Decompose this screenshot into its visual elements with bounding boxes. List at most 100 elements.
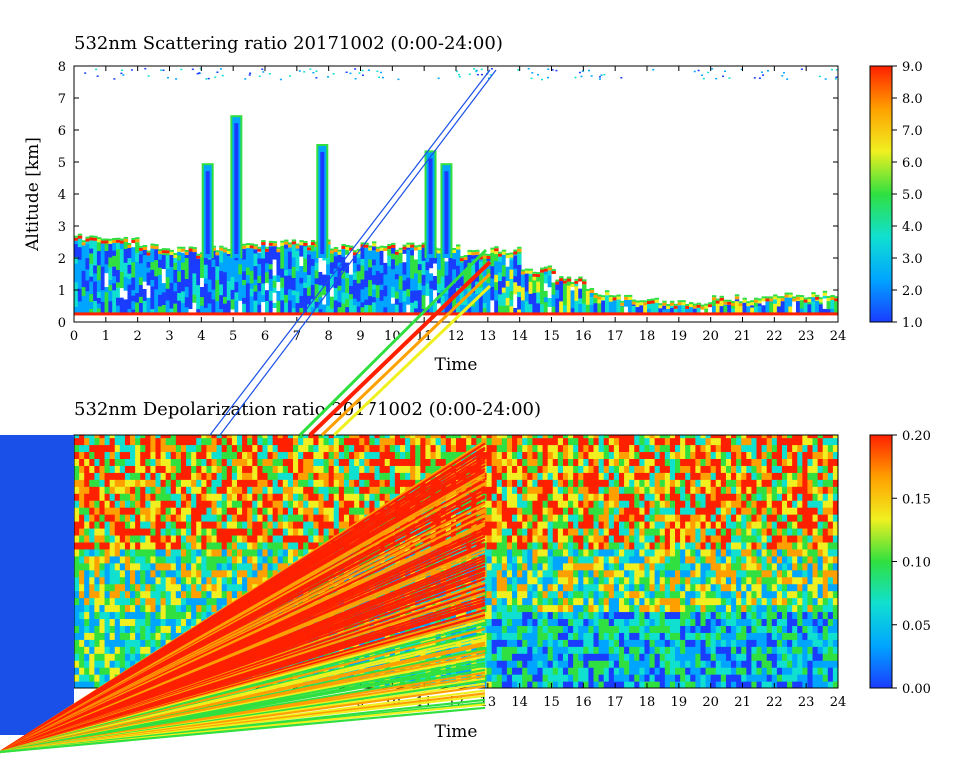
depolarization-cell (440, 555, 447, 564)
scattering-cell (222, 271, 228, 287)
depolarization-cell (89, 465, 95, 473)
scattering-cell (429, 254, 434, 269)
depolarization-cell (506, 507, 513, 515)
plume-core (205, 171, 210, 254)
depolarization-cell (338, 451, 345, 460)
depolarization-cell (114, 521, 121, 529)
depolarization-cell (343, 444, 350, 453)
depolarization-cell (527, 674, 533, 682)
cloud-top-edge (337, 251, 342, 255)
depolarization-cell (384, 437, 391, 446)
depolarization-cell (349, 521, 355, 529)
depolarization-cell (236, 479, 243, 487)
x-tick-label: 8 (325, 329, 333, 344)
scattering-cell (326, 244, 331, 256)
scattering-cell (119, 302, 125, 315)
depolarization-cell (104, 583, 111, 592)
depolarization-cell (272, 527, 279, 536)
depolarization-cell (522, 507, 528, 515)
scattering-cell (566, 308, 572, 315)
depolarization-cell (522, 646, 528, 654)
scattering-cell (291, 277, 297, 291)
depolarization-cell (277, 451, 284, 460)
scattering-cell (188, 295, 194, 310)
scattering-cell (379, 264, 385, 274)
scattering-cell (391, 253, 396, 260)
depolarization-cell (165, 632, 172, 640)
noise-speck (652, 68, 655, 71)
depolarization-cell (374, 451, 381, 460)
depolarization-cell (170, 555, 177, 564)
scattering-cell (452, 307, 457, 315)
scattering-cell (540, 303, 545, 315)
scattering-cell (112, 250, 117, 256)
depolarization-cell (145, 437, 151, 446)
depolarization-cell (130, 632, 136, 640)
depolarization-cell (160, 555, 167, 564)
scattering-cell (482, 281, 488, 295)
depolarization-cell (267, 465, 274, 473)
depolarization-cell (165, 527, 172, 536)
depolarization-cell (124, 451, 131, 460)
depolarization-cell (257, 548, 264, 557)
noise-speck (722, 75, 725, 78)
depolarization-cell (236, 576, 243, 585)
depolarization-cell (481, 507, 488, 515)
scattering-cell (169, 294, 174, 309)
scattering-cell (169, 257, 174, 267)
cloud-top-edge-outer (711, 295, 717, 298)
depolarization-cell (231, 583, 238, 592)
depolarization-cell (211, 507, 218, 515)
depolarization-cell (430, 479, 437, 487)
scattering-cell (582, 291, 587, 304)
depolarization-cell (140, 625, 146, 633)
scattering-cell (135, 261, 140, 276)
depolarization-cell (84, 444, 90, 453)
depolarization-cell (124, 590, 131, 599)
depolarization-cell (124, 435, 131, 439)
depolarization-cell (135, 653, 141, 661)
depolarization-cell (512, 681, 518, 688)
colorbar-tick-label: 2.0 (902, 284, 923, 299)
scattering-cell (551, 306, 556, 315)
depolarization-cell (74, 514, 80, 522)
depolarization-cell (496, 465, 503, 473)
depolarization-cell (496, 534, 503, 543)
scattering-cell (226, 299, 232, 315)
depolarization-cell (145, 458, 151, 466)
depolarization-cell (461, 435, 467, 439)
depolarization-cell (135, 604, 141, 613)
noise-speck (541, 78, 544, 81)
scattering-cell (150, 254, 155, 263)
scattering-cell (158, 259, 163, 268)
depolarization-cell (517, 555, 523, 564)
depolarization-cell (349, 500, 355, 508)
depolarization-cell (384, 632, 391, 640)
depolarization-cell (471, 435, 477, 439)
cloud-top-edge (368, 247, 373, 251)
scattering-cell (413, 307, 419, 315)
depolarization-cell (145, 493, 151, 501)
depolarization-cell (389, 437, 396, 446)
cloud-top-edge-outer (116, 237, 121, 240)
scattering-cell (150, 308, 155, 315)
scattering-cell (440, 276, 446, 290)
scattering-cell (425, 282, 430, 296)
cloud-top-edge-outer (108, 238, 113, 241)
depolarization-cell (130, 435, 136, 439)
depolarization-cell (308, 514, 314, 522)
scattering-cell (585, 293, 591, 297)
depolarization-cell (124, 521, 131, 529)
scattering-cell (776, 305, 782, 315)
depolarization-cell (160, 514, 167, 522)
cloud-top-edge-outer (753, 297, 759, 300)
depolarization-cell (84, 667, 90, 675)
depolarization-cell (242, 486, 248, 494)
scattering-cell (268, 252, 274, 265)
scattering-cell (826, 301, 831, 310)
scattering-cell (230, 298, 236, 310)
scattering-cell (723, 305, 728, 315)
scattering-cell (436, 258, 442, 270)
depolarization-cell (135, 541, 141, 550)
depolarization-cell (501, 435, 508, 439)
